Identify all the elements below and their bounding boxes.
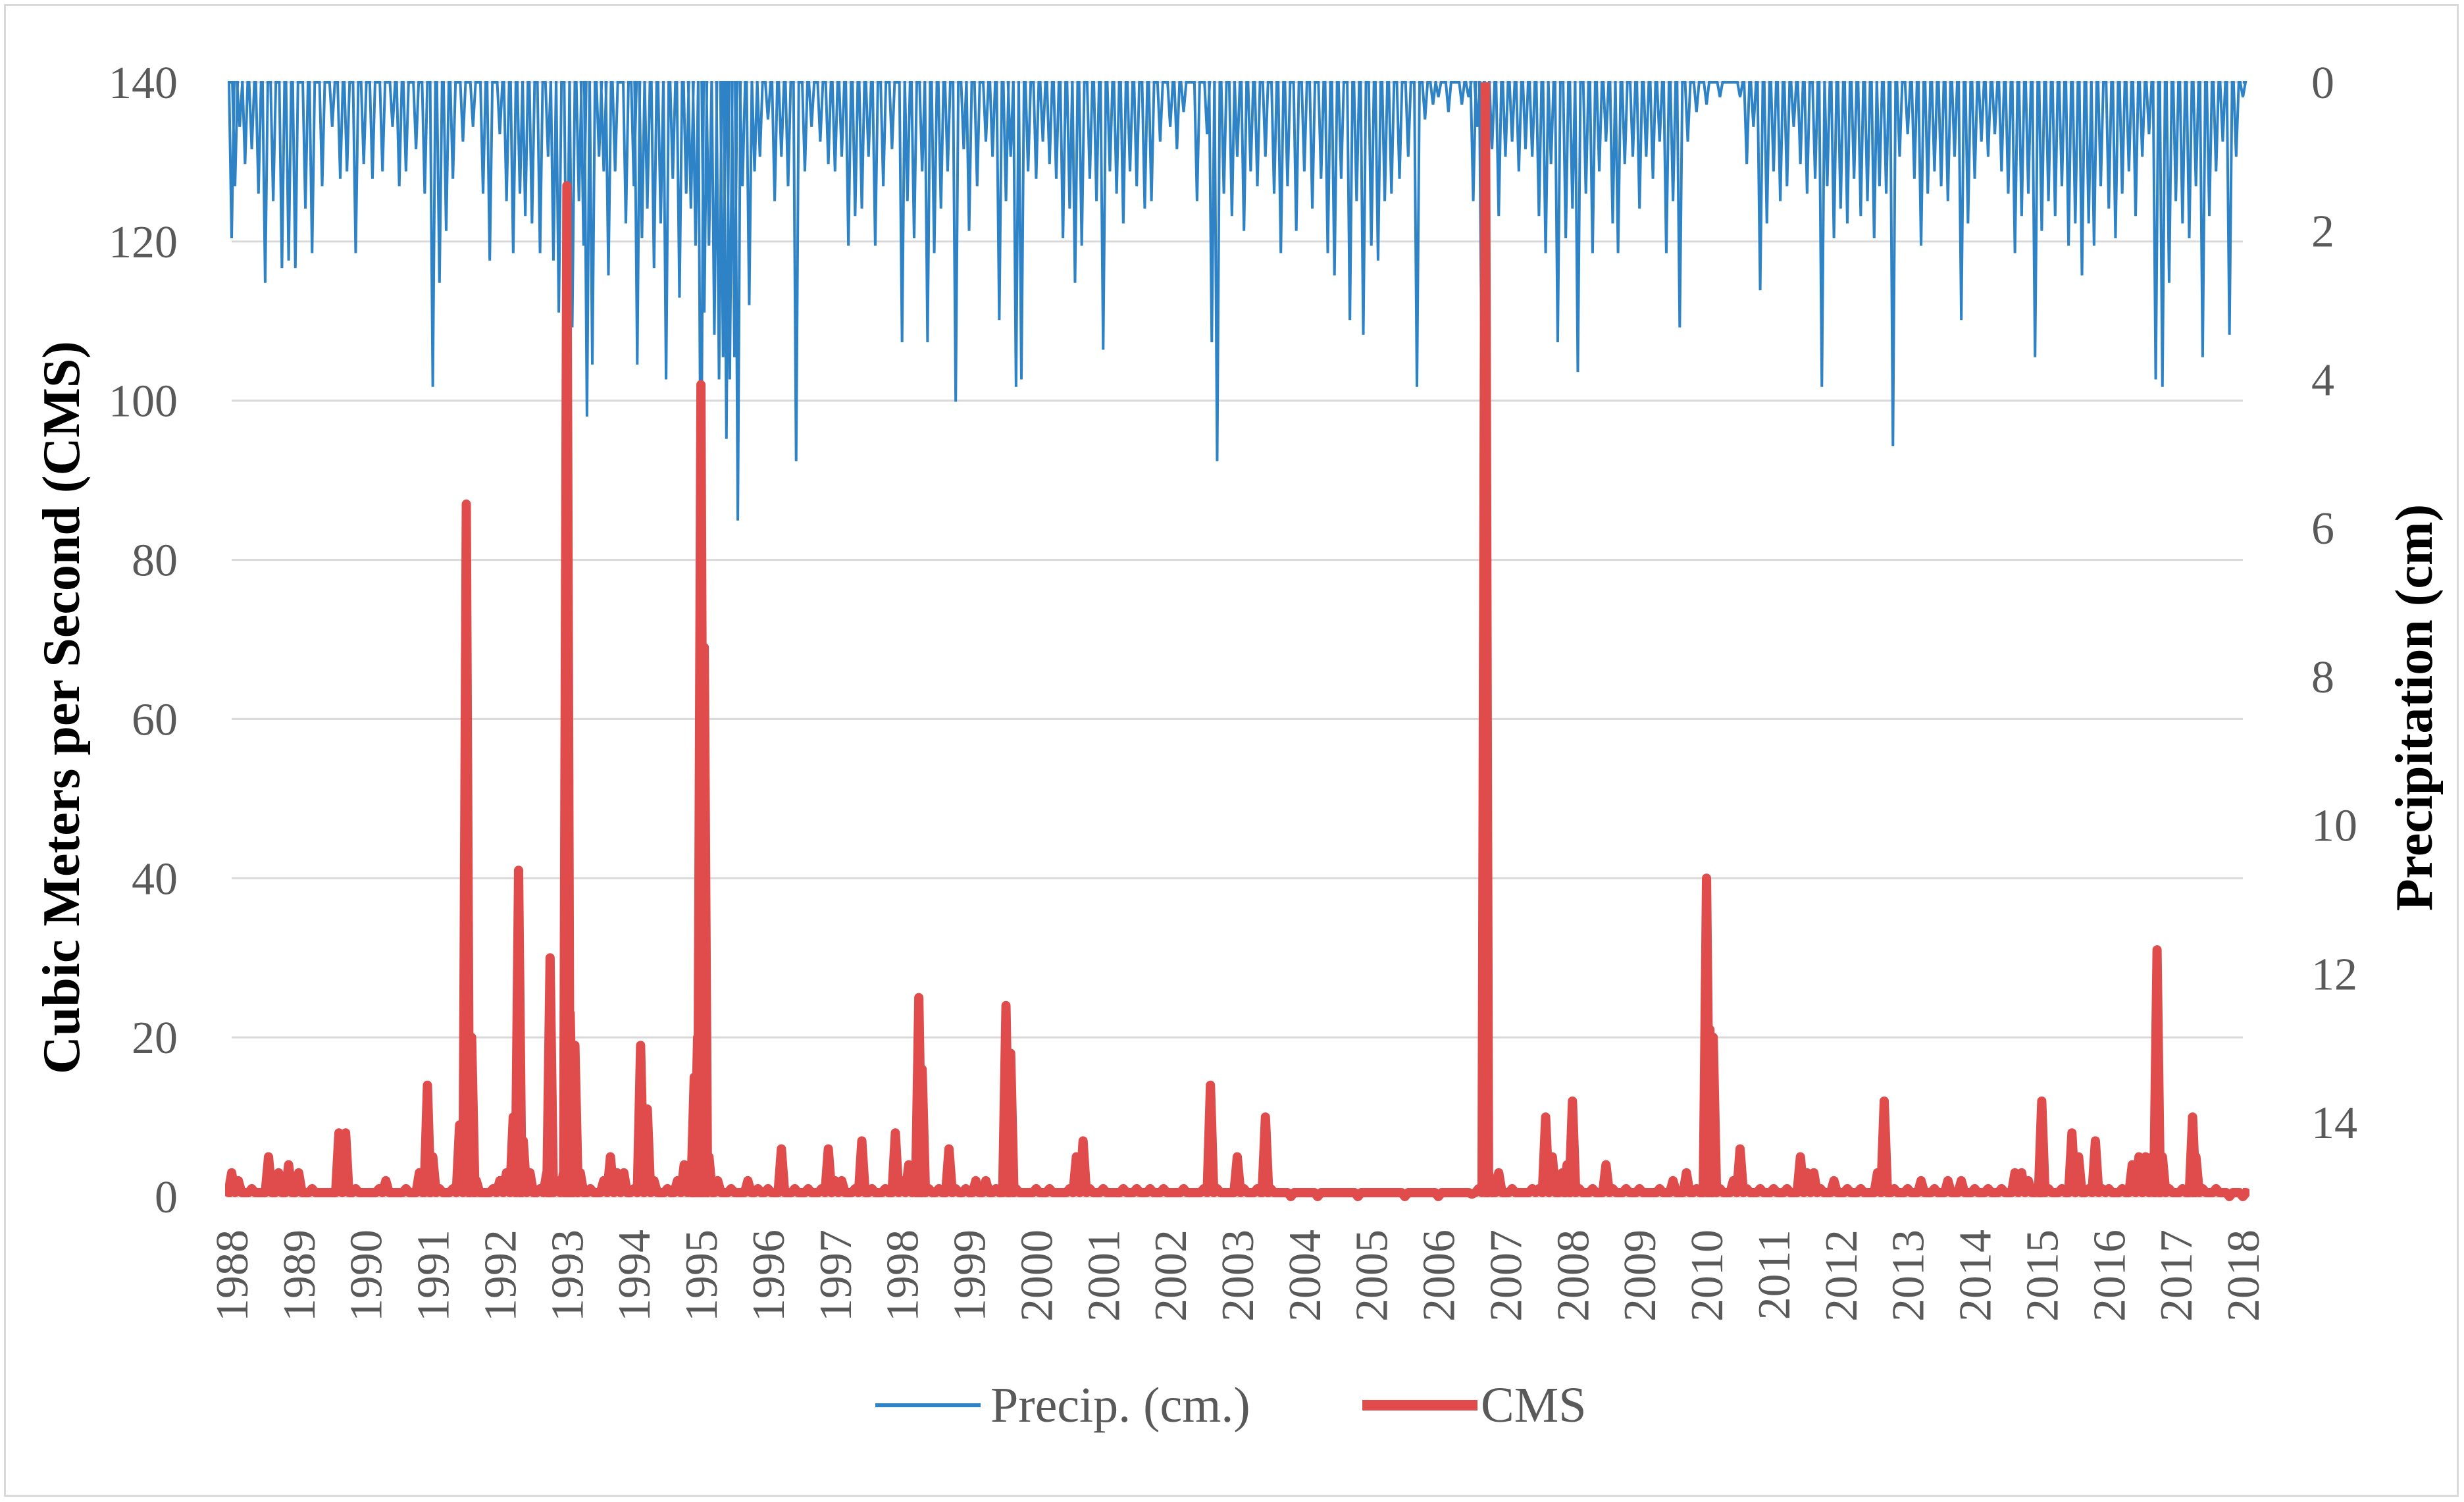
x-tick-label: 1996 (744, 1230, 794, 1322)
x-tick-label: 1989 (274, 1230, 325, 1322)
x-tick-label: 1998 (878, 1230, 929, 1322)
right-axis-ticks: 0 2 4 6 8 10 12 14 (2311, 58, 2357, 1149)
x-tick-label: 2008 (1548, 1230, 1599, 1322)
x-tick-label: 1991 (409, 1230, 459, 1322)
left-tick-label: 80 (132, 536, 178, 586)
x-tick-label: 2000 (1012, 1230, 1062, 1322)
x-tick-label: 2004 (1280, 1230, 1331, 1322)
x-tick-label: 2012 (1816, 1230, 1867, 1322)
x-tick-label: 1999 (945, 1230, 996, 1322)
x-tick-label: 2016 (2084, 1230, 2135, 1322)
x-tick-label: 2011 (1749, 1230, 1800, 1320)
x-tick-label: 1995 (677, 1230, 727, 1322)
right-tick-label: 2 (2311, 207, 2334, 257)
right-axis-title: Precipitation (cm) (2386, 504, 2444, 911)
x-tick-label: 2013 (1884, 1230, 1934, 1322)
left-tick-label: 20 (132, 1013, 178, 1064)
x-tick-label: 2006 (1414, 1230, 1465, 1322)
x-tick-label: 2014 (1951, 1230, 2001, 1322)
series-cms-line (225, 82, 2249, 1201)
right-tick-label: 12 (2311, 949, 2357, 1000)
x-tick-label: 2009 (1615, 1230, 1666, 1322)
right-tick-label: 6 (2311, 504, 2334, 554)
chart-frame (4, 4, 2459, 1497)
right-tick-label: 0 (2311, 58, 2334, 109)
x-tick-label: 2001 (1079, 1230, 1129, 1322)
x-tick-label: 2010 (1682, 1230, 1733, 1322)
x-tick-label: 1997 (811, 1230, 861, 1322)
left-tick-label: 40 (132, 854, 178, 904)
left-tick-label: 120 (109, 217, 178, 268)
right-tick-label: 14 (2311, 1098, 2357, 1149)
x-tick-label: 2007 (1481, 1230, 1531, 1322)
legend: Precip. (cm.) CMS (875, 1378, 1587, 1433)
left-axis-title: Cubic Meters per Second (CMS) (33, 341, 91, 1074)
x-tick-label: 1992 (475, 1230, 526, 1322)
left-axis-ticks: 0 20 40 60 80 100 120 140 (109, 58, 178, 1223)
right-tick-label: 4 (2311, 355, 2334, 405)
series-precip-line (227, 81, 2247, 536)
x-tick-label: 2015 (2017, 1230, 2068, 1322)
x-tick-label: 2017 (2151, 1230, 2202, 1322)
left-tick-label: 140 (109, 58, 178, 109)
x-tick-label: 2018 (2219, 1230, 2269, 1322)
legend-precip-label: Precip. (cm.) (990, 1378, 1250, 1433)
right-tick-label: 8 (2311, 652, 2334, 703)
x-tick-label: 1993 (542, 1230, 593, 1322)
left-tick-label: 60 (132, 694, 178, 745)
left-tick-label: 100 (109, 376, 178, 427)
left-tick-label: 0 (155, 1172, 178, 1223)
x-tick-label: 1994 (609, 1230, 660, 1322)
gridlines (232, 81, 2243, 1198)
legend-cms-label: CMS (1481, 1378, 1587, 1433)
x-tick-label: 1988 (207, 1230, 258, 1322)
x-axis-ticks: 1988 1989 1990 1991 1992 1993 1994 1995 1996 1997… (207, 1230, 2269, 1322)
right-tick-label: 10 (2311, 801, 2357, 852)
x-tick-label: 2005 (1347, 1230, 1398, 1322)
x-tick-label: 2002 (1146, 1230, 1196, 1322)
x-tick-label: 2003 (1213, 1230, 1264, 1322)
x-tick-label: 1990 (342, 1230, 392, 1322)
